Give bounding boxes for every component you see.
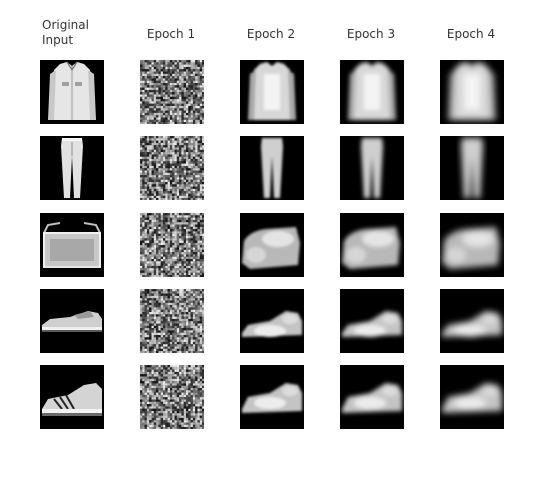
- image-tile-r1-c2: [140, 60, 204, 124]
- noise-image: [140, 213, 204, 277]
- image-tile-r5-c2: [140, 365, 204, 429]
- image-tile-r3-c4: [340, 213, 404, 277]
- image-tile-r5-c4: [340, 365, 404, 429]
- sneaker-icon: [242, 383, 302, 413]
- image-tile-r3-c3: [240, 213, 304, 277]
- image-tile-r4-c4: [340, 289, 404, 353]
- image-tile-r5-c3: [240, 365, 304, 429]
- trousers-icon: [61, 138, 83, 198]
- trousers-icon: [461, 138, 483, 198]
- image-tile-r2-c3: [240, 136, 304, 200]
- image-tile-r5-c1: [40, 365, 104, 429]
- image-tile-r4-c3: [240, 289, 304, 353]
- sneaker-icon: [342, 383, 402, 413]
- shirt-icon: [348, 62, 396, 120]
- shirt-icon: [248, 62, 296, 120]
- bag-icon: [242, 227, 300, 269]
- image-tile-r3-c5: [440, 213, 504, 277]
- image-tile-r2-c5: [440, 136, 504, 200]
- noise-image: [140, 365, 204, 429]
- noise-image: [140, 289, 204, 353]
- image-tile-r1-c5: [440, 60, 504, 124]
- column-title-epoch-2: Epoch 2: [246, 27, 296, 41]
- column-title-epoch-1: Epoch 1: [146, 27, 196, 41]
- image-tile-r1-c4: [340, 60, 404, 124]
- image-tile-r4-c1: [40, 289, 104, 353]
- image-tile-r1-c3: [240, 60, 304, 124]
- sneaker-icon: [242, 311, 302, 337]
- image-tile-r4-c5: [440, 289, 504, 353]
- image-tile-r4-c2: [140, 289, 204, 353]
- column-title-epoch-3: Epoch 3: [346, 27, 396, 41]
- column-title-original-input: Original Input: [42, 18, 89, 47]
- trousers-icon: [361, 138, 383, 198]
- bag-icon: [442, 227, 500, 269]
- image-tile-r2-c1: [40, 136, 104, 200]
- image-tile-r2-c2: [140, 136, 204, 200]
- sneaker-icon: [442, 383, 502, 413]
- image-tile-r3-c1: [40, 213, 104, 277]
- sneaker-icon: [42, 311, 102, 332]
- bag-icon: [43, 222, 101, 268]
- sneaker-icon: [442, 311, 502, 337]
- shirt-icon: [48, 61, 96, 120]
- noise-image: [140, 136, 204, 200]
- sneaker-icon: [42, 383, 102, 416]
- image-tile-r5-c5: [440, 365, 504, 429]
- sneaker-icon: [342, 311, 402, 337]
- noise-image: [140, 60, 204, 124]
- image-tile-r3-c2: [140, 213, 204, 277]
- image-tile-r1-c1: [40, 60, 104, 124]
- image-tile-r2-c4: [340, 136, 404, 200]
- shirt-icon: [448, 62, 496, 120]
- bag-icon: [342, 227, 400, 269]
- trousers-icon: [261, 138, 283, 198]
- column-title-epoch-4: Epoch 4: [446, 27, 496, 41]
